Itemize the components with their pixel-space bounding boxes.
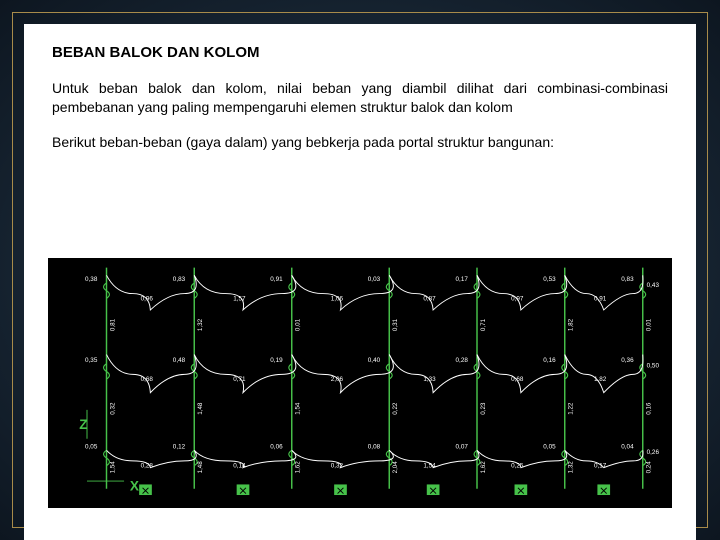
svg-text:0,16: 0,16 bbox=[543, 357, 556, 364]
svg-text:0,96: 0,96 bbox=[141, 295, 154, 302]
svg-text:1,32: 1,32 bbox=[568, 461, 575, 474]
svg-text:0,19: 0,19 bbox=[270, 357, 283, 364]
svg-text:0,40: 0,40 bbox=[368, 357, 381, 364]
svg-text:0,12: 0,12 bbox=[173, 443, 186, 450]
svg-text:1,54: 1,54 bbox=[109, 461, 116, 474]
svg-text:0,43: 0,43 bbox=[647, 282, 660, 289]
svg-text:1,62: 1,62 bbox=[295, 461, 302, 474]
structural-diagram: 0,38 0,83 0,91 0,03 0,17 0,53 0,83 0,96 1,57 1,06… bbox=[48, 258, 672, 508]
svg-text:1,57: 1,57 bbox=[233, 295, 246, 302]
svg-text:0,81: 0,81 bbox=[109, 318, 116, 331]
svg-text:0,32: 0,32 bbox=[109, 402, 116, 415]
paragraph-2: Berikut beban-beban (gaya dalam) yang be… bbox=[52, 133, 668, 152]
paragraph-1: Untuk beban balok dan kolom, nilai beban… bbox=[52, 79, 668, 117]
svg-text:0,35: 0,35 bbox=[85, 357, 98, 364]
svg-text:0,50: 0,50 bbox=[647, 363, 660, 370]
svg-text:0,68: 0,68 bbox=[511, 376, 524, 383]
svg-text:0,28: 0,28 bbox=[141, 463, 154, 470]
svg-text:0,97: 0,97 bbox=[511, 295, 524, 302]
svg-text:X: X bbox=[130, 479, 139, 494]
svg-text:0,05: 0,05 bbox=[85, 443, 98, 450]
svg-text:0,24: 0,24 bbox=[646, 461, 653, 474]
svg-text:0,01: 0,01 bbox=[295, 318, 302, 331]
svg-text:0,26: 0,26 bbox=[647, 449, 660, 456]
svg-text:0,17: 0,17 bbox=[594, 463, 607, 470]
svg-text:2,04: 2,04 bbox=[392, 461, 399, 474]
svg-text:0,08: 0,08 bbox=[368, 443, 381, 450]
svg-text:1,62: 1,62 bbox=[480, 461, 487, 474]
svg-text:0,48: 0,48 bbox=[173, 357, 186, 364]
svg-text:0,83: 0,83 bbox=[621, 276, 634, 283]
svg-text:0,32: 0,32 bbox=[331, 463, 344, 470]
svg-text:0,36: 0,36 bbox=[621, 357, 634, 364]
svg-text:0,28: 0,28 bbox=[456, 357, 469, 364]
svg-text:0,87: 0,87 bbox=[423, 295, 436, 302]
slide-title: BEBAN BALOK DAN KOLOM bbox=[52, 44, 668, 61]
svg-text:Z: Z bbox=[79, 417, 87, 432]
svg-text:0,03: 0,03 bbox=[368, 276, 381, 283]
svg-text:0,23: 0,23 bbox=[480, 402, 487, 415]
svg-text:0,06: 0,06 bbox=[270, 443, 283, 450]
svg-text:1,82: 1,82 bbox=[568, 318, 575, 331]
svg-text:1,22: 1,22 bbox=[568, 402, 575, 415]
svg-text:0,91: 0,91 bbox=[270, 276, 283, 283]
diagram-svg: 0,38 0,83 0,91 0,03 0,17 0,53 0,83 0,96 1,57 1,06… bbox=[48, 258, 672, 508]
svg-text:0,83: 0,83 bbox=[173, 276, 186, 283]
svg-text:0,25: 0,25 bbox=[511, 463, 524, 470]
svg-text:1,32: 1,32 bbox=[197, 318, 204, 331]
svg-text:1,82: 1,82 bbox=[594, 376, 607, 383]
svg-text:0,91: 0,91 bbox=[594, 295, 607, 302]
svg-text:0,38: 0,38 bbox=[85, 276, 98, 283]
svg-text:0,22: 0,22 bbox=[392, 402, 399, 415]
svg-text:1,54: 1,54 bbox=[295, 402, 302, 415]
svg-text:1,48: 1,48 bbox=[197, 461, 204, 474]
svg-text:1,33: 1,33 bbox=[423, 376, 436, 383]
svg-text:0,71: 0,71 bbox=[480, 318, 487, 331]
svg-text:0,07: 0,07 bbox=[456, 443, 469, 450]
svg-text:0,05: 0,05 bbox=[543, 443, 556, 450]
svg-text:0,68: 0,68 bbox=[141, 376, 154, 383]
svg-text:0,01: 0,01 bbox=[646, 318, 653, 331]
svg-text:0,14: 0,14 bbox=[233, 463, 246, 470]
svg-text:0,16: 0,16 bbox=[646, 402, 653, 415]
svg-text:0,71: 0,71 bbox=[233, 376, 246, 383]
svg-text:0,53: 0,53 bbox=[543, 276, 556, 283]
svg-text:1,54: 1,54 bbox=[423, 463, 436, 470]
svg-text:1,06: 1,06 bbox=[331, 295, 344, 302]
svg-text:1,48: 1,48 bbox=[197, 402, 204, 415]
svg-text:0,04: 0,04 bbox=[621, 443, 634, 450]
svg-text:0,17: 0,17 bbox=[456, 276, 469, 283]
svg-text:0,31: 0,31 bbox=[392, 318, 399, 331]
svg-text:2,06: 2,06 bbox=[331, 376, 344, 383]
